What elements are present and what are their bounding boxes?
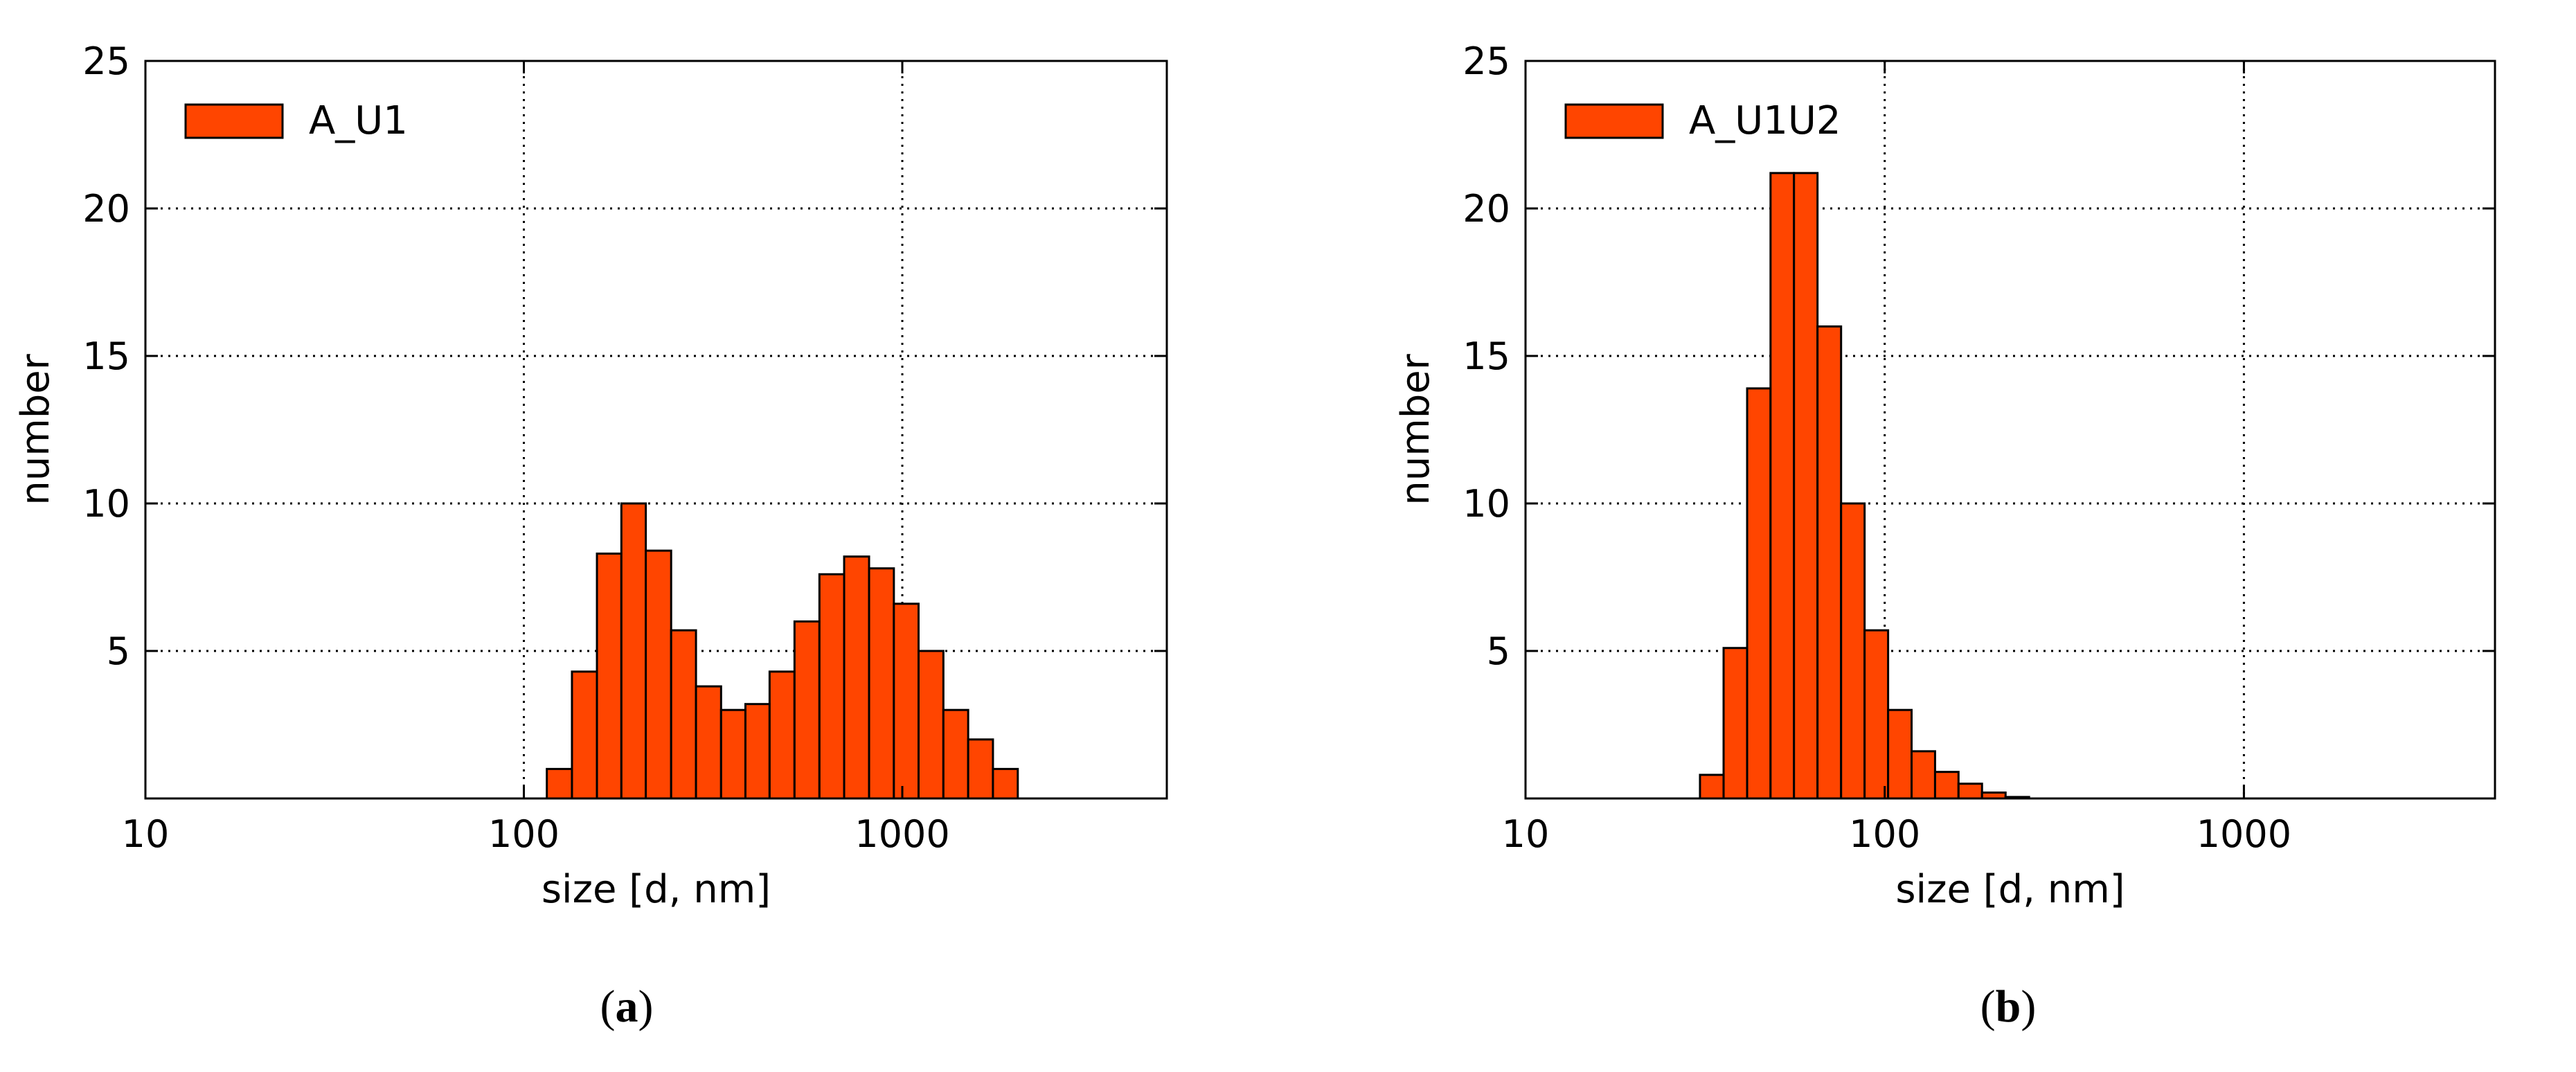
histogram-bar (843, 555, 870, 800)
y-axis-label: number (13, 353, 58, 506)
plot-frame (1524, 60, 2496, 800)
histogram-bar (1840, 502, 1866, 800)
x-tick-label: 1000 (2197, 812, 2291, 856)
histogram-bar (942, 708, 969, 800)
histogram-bar (1863, 629, 1890, 800)
chart-panel-a: 10 100 1000 5 10 15 20 25 size [d, nm] number A_U1… (13, 39, 1168, 1032)
x-tick-label: 10 (122, 812, 170, 856)
legend-label: A_U1U2 (1689, 98, 1841, 143)
histogram-bar (596, 552, 623, 800)
histogram-bar (719, 708, 746, 800)
histogram-bar (1887, 708, 1913, 800)
histogram-bar (893, 602, 920, 800)
y-tick-label: 15 (1463, 334, 1510, 378)
histogram-bar (992, 767, 1019, 800)
y-tick-label: 25 (1463, 39, 1510, 83)
panel-caption-letter: b (1996, 981, 2021, 1032)
y-axis-label: number (1393, 353, 1438, 506)
histogram-bar (1746, 387, 1772, 800)
panel-caption-close-paren: ) (2021, 981, 2036, 1032)
histogram-bar (744, 703, 771, 800)
histogram-bar (645, 549, 672, 800)
panel-caption-close-paren: ) (638, 981, 654, 1032)
histogram-bar (1957, 783, 1983, 800)
histogram-bar (1793, 172, 1819, 800)
x-tick-label: 10 (1502, 812, 1550, 856)
y-tick-label: 20 (1463, 187, 1510, 231)
histogram-bar (670, 629, 697, 800)
histogram-bar (571, 670, 598, 800)
histogram-bar (1816, 325, 1843, 800)
histogram-bar (1769, 172, 1796, 800)
legend-label: A_U1 (309, 98, 408, 143)
x-axis-label: size [d, nm] (542, 867, 771, 912)
panel-caption-open-paren: ( (600, 981, 616, 1032)
histogram-bar (1699, 774, 1725, 800)
histogram-bar (620, 502, 647, 800)
histogram-bar (1933, 771, 1960, 800)
histogram-bar (818, 573, 846, 800)
histogram-bar (1911, 750, 1936, 800)
y-tick-label: 25 (82, 39, 130, 83)
y-tick-label: 5 (1487, 629, 1510, 673)
x-tick-label: 1000 (855, 812, 949, 856)
y-tick-label: 15 (82, 334, 130, 378)
plot-frame (144, 60, 1168, 800)
histogram-bar (768, 670, 796, 800)
y-tick-label: 10 (1463, 482, 1510, 526)
histogram-bar (967, 738, 994, 800)
x-tick-label: 100 (488, 812, 560, 856)
legend-swatch (184, 103, 284, 139)
legend-swatch (1564, 103, 1664, 139)
chart-panel-b: 10 100 1000 5 10 15 20 25 size [d, nm] number A_U1… (1393, 39, 2496, 1032)
histogram-bar (793, 620, 821, 800)
histogram-bar (1722, 647, 1748, 800)
histogram-bar (917, 650, 945, 800)
histogram-bar (695, 685, 722, 800)
y-tick-label: 5 (107, 629, 130, 673)
panel-caption-letter: a (616, 981, 638, 1032)
x-tick-label: 100 (1849, 812, 1920, 856)
y-tick-label: 10 (82, 482, 130, 526)
x-axis-label: size [d, nm] (1895, 867, 2125, 912)
panel-caption: (b) (1980, 981, 2037, 1032)
panel-caption-open-paren: ( (1980, 981, 1996, 1032)
histogram-bar (546, 767, 573, 800)
y-tick-label: 20 (82, 187, 130, 231)
histogram-bar (868, 567, 895, 800)
panel-caption: (a) (600, 981, 654, 1032)
